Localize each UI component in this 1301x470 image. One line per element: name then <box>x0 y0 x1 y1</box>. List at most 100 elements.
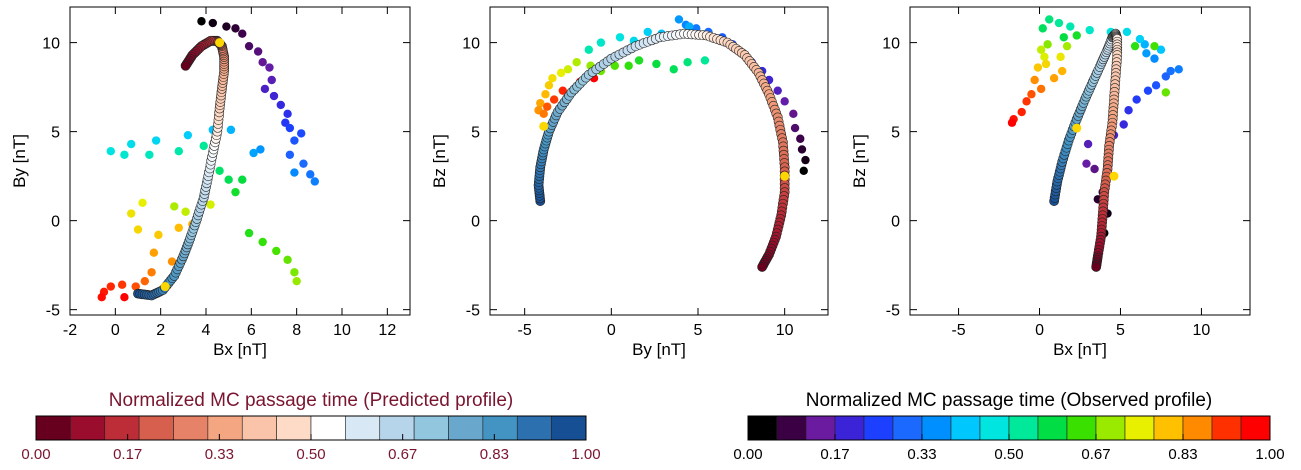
observed-point <box>253 47 263 56</box>
panel-2: -5 0 5 10 -5 0 5 10 By [nT] Bz [nT] <box>430 6 829 359</box>
colorbar-observed-cell <box>1211 415 1242 441</box>
x-tick-label: 8 <box>292 322 301 339</box>
colorbar-observed-cell <box>834 415 865 441</box>
observed-point <box>1057 66 1067 76</box>
observed-point <box>149 248 159 257</box>
colorbar-predicted-cell <box>516 415 552 441</box>
observed-point <box>151 136 161 145</box>
observed-point <box>1033 63 1043 72</box>
y-tick-label: 5 <box>891 125 900 142</box>
observed-point <box>127 209 136 218</box>
x-tick-label: -5 <box>951 322 965 339</box>
observed-point <box>1174 65 1183 74</box>
colorbar-observed-tick-label: 0.00 <box>733 446 762 463</box>
observed-point <box>249 148 258 158</box>
observed-point <box>1143 86 1153 95</box>
observed-point <box>1045 15 1054 24</box>
plot-frame <box>909 6 1251 316</box>
colorbar-observed-title: Normalized MC passage time (Observed pro… <box>806 390 1213 411</box>
colorbar-observed-cell <box>950 415 981 441</box>
colorbar-observed-cell <box>1153 415 1184 441</box>
x-tick-label: 5 <box>1116 322 1125 339</box>
y-tick-label: -5 <box>886 303 900 320</box>
colorbar-predicted-tick-label: 0.67 <box>388 446 417 463</box>
observed-point <box>269 91 279 101</box>
observed-point <box>1150 54 1159 63</box>
observed-point <box>1027 90 1036 99</box>
observed-point <box>683 57 692 67</box>
observed-point <box>1090 164 1099 174</box>
colorbar-observed-cell <box>805 415 836 441</box>
x-tick-label: 5 <box>694 322 703 339</box>
highlight-marker <box>539 121 549 131</box>
predicted-point <box>180 60 191 71</box>
observed-point <box>790 123 800 133</box>
colorbar-predicted-cell <box>448 415 484 441</box>
colorbar-observed-cell <box>1066 415 1097 441</box>
colorbar-predicted-cell <box>379 415 415 441</box>
predicted-point <box>1091 262 1102 272</box>
y-tick-label: 0 <box>471 214 480 231</box>
observed-point <box>1017 107 1026 117</box>
colorbar-observed-cell <box>747 415 778 441</box>
colorbar-predicted-tick-label: 0.83 <box>480 446 509 463</box>
highlight-marker <box>160 282 170 292</box>
observed-point <box>1119 120 1128 129</box>
observed-point <box>1135 34 1145 44</box>
observed-point <box>170 202 179 211</box>
colorbar-observed-cell <box>921 415 952 441</box>
highlight-marker <box>1072 123 1082 133</box>
observed-point <box>197 17 206 26</box>
observed-point <box>539 109 548 119</box>
observed-point <box>147 268 156 277</box>
observed-point <box>624 61 633 70</box>
observed-point <box>549 95 559 104</box>
plot-frame <box>69 6 411 316</box>
observed-point <box>258 237 267 247</box>
observed-point <box>801 155 810 165</box>
observed-point <box>634 56 644 65</box>
observed-point <box>306 170 315 179</box>
colorbar-predicted-cell <box>482 415 518 441</box>
x-tick-label: 2 <box>156 322 165 339</box>
observed-point <box>267 75 276 85</box>
observed-point <box>140 276 149 286</box>
observed-point <box>1124 106 1133 115</box>
colorbar-observed-tick-label: 0.33 <box>907 446 936 463</box>
observed-point <box>120 150 129 159</box>
observed-point <box>1038 24 1047 33</box>
colorbar-observed-tick-label: 0.67 <box>1081 446 1110 463</box>
observed-point <box>238 175 247 184</box>
colorbar-observed-cell <box>1008 415 1039 441</box>
colorbar-observed: Normalized MC passage time (Observed pro… <box>733 390 1284 463</box>
observed-point <box>544 81 554 90</box>
observed-point <box>285 123 295 133</box>
x-axis-label: By [nT] <box>632 340 686 359</box>
observed-point <box>292 276 301 286</box>
colorbar-predicted-tick-label: 0.17 <box>113 446 142 463</box>
colorbar-predicted-cell <box>138 415 174 441</box>
observed-point <box>244 41 254 51</box>
colorbar-predicted-cell <box>276 415 312 441</box>
y-tick-label: 10 <box>462 36 480 53</box>
observed-point <box>674 15 684 24</box>
observed-point <box>256 145 265 154</box>
colorbar-observed-tick-label: 0.50 <box>994 446 1023 463</box>
observed-point <box>231 24 240 33</box>
observed-point <box>290 168 299 177</box>
observed-point <box>260 84 270 94</box>
highlight-marker <box>215 38 225 48</box>
colorbar-observed-cell <box>1095 415 1126 441</box>
x-axis-label: Bx [nT] <box>1053 340 1107 359</box>
colorbar-predicted-cell <box>70 415 106 441</box>
x-tick-label: 0 <box>1035 322 1044 339</box>
y-tick-label: -5 <box>46 303 60 320</box>
observed-point <box>1161 72 1171 81</box>
observed-point <box>224 175 233 184</box>
observed-point <box>238 29 247 38</box>
observed-point <box>643 27 652 37</box>
y-tick-label: 0 <box>51 214 60 231</box>
observed-point <box>780 97 789 106</box>
colorbar-predicted-cell <box>173 415 209 441</box>
